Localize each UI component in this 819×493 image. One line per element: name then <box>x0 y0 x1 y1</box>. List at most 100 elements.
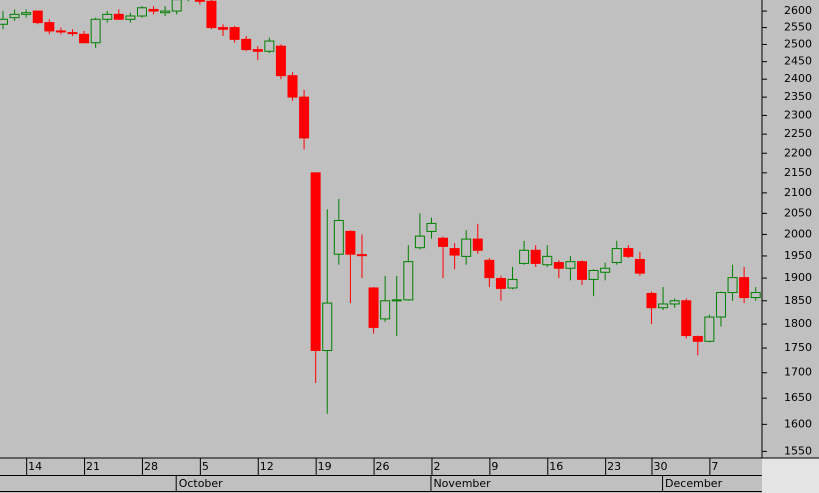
y-tick-label: 2200 <box>784 146 812 159</box>
y-tick-label: 1750 <box>784 341 812 354</box>
y-tick-label: 2400 <box>784 72 812 85</box>
candle-body <box>634 258 645 274</box>
candle-body <box>600 267 611 273</box>
x-tick-label: 28 <box>144 460 158 473</box>
x-tick-label: 30 <box>653 460 667 473</box>
candle-body <box>577 261 587 280</box>
month-label: October <box>179 477 223 490</box>
candle-body <box>380 300 391 320</box>
candle-body <box>414 235 425 249</box>
corner-box <box>762 458 819 493</box>
candle-body <box>426 222 437 232</box>
y-tick-label: 2600 <box>784 4 812 17</box>
candle-body <box>553 262 564 269</box>
candle-body <box>32 10 43 24</box>
candle-body <box>646 292 657 309</box>
candle-body <box>727 277 738 294</box>
x-tick-label: 9 <box>491 460 498 473</box>
candle-body <box>229 27 240 40</box>
x-tick-label: 12 <box>260 460 274 473</box>
y-tick-label: 2450 <box>784 55 812 68</box>
y-tick-label: 1650 <box>784 391 812 404</box>
candle-body <box>102 13 113 20</box>
candle-body <box>681 300 692 337</box>
candle-body <box>125 15 136 20</box>
candle-body <box>345 230 356 255</box>
candle-body <box>0 18 8 25</box>
candle-body <box>44 22 55 32</box>
month-label: November <box>433 477 491 490</box>
candle-body <box>669 300 680 305</box>
y-tick-label: 1600 <box>784 417 812 430</box>
y-tick-label: 2250 <box>784 127 812 140</box>
candle-body <box>611 248 622 264</box>
x-tick-label: 26 <box>376 460 390 473</box>
x-tick-label: 5 <box>202 460 209 473</box>
y-tick-label: 1950 <box>784 249 812 262</box>
candle-body <box>565 261 576 269</box>
plot-area <box>0 0 761 414</box>
x-tick-label: 21 <box>86 460 100 473</box>
y-tick-label: 1800 <box>784 317 812 330</box>
candle-body <box>403 261 414 301</box>
candle-body <box>356 254 367 257</box>
x-tick-label: 2 <box>433 460 440 473</box>
candle-body <box>507 278 518 289</box>
candle-body <box>206 0 217 29</box>
candle-body <box>739 277 750 299</box>
candle-body <box>275 45 286 77</box>
candle-body <box>287 75 298 98</box>
y-tick-label: 1900 <box>784 271 812 284</box>
candle-body <box>449 248 460 256</box>
candle-body <box>9 13 20 19</box>
candle-body <box>90 18 101 44</box>
y-tick-label: 2100 <box>784 186 812 199</box>
x-tick-label: 23 <box>607 460 621 473</box>
y-tick-label: 2050 <box>784 206 812 219</box>
candle-body <box>241 38 252 51</box>
candle-body <box>67 32 78 35</box>
candle-body <box>160 10 171 14</box>
candle-body <box>218 27 229 30</box>
candle-body <box>136 7 147 17</box>
candle-body <box>461 238 472 257</box>
x-tick-label: 19 <box>318 460 332 473</box>
candle-body <box>252 49 263 52</box>
candle-body <box>171 0 182 12</box>
candle-body <box>588 269 599 280</box>
candle-body <box>750 292 761 299</box>
candle-body <box>322 302 333 352</box>
candle-body <box>113 13 124 20</box>
x-tick-label: 16 <box>549 460 563 473</box>
candle-body <box>484 259 495 279</box>
candle-body <box>542 255 553 266</box>
x-tick-label: 7 <box>711 460 718 473</box>
candle-body <box>438 237 449 247</box>
candle-body <box>333 219 344 255</box>
candle-body <box>299 96 310 139</box>
y-tick-label: 1700 <box>784 366 812 379</box>
y-tick-label: 2300 <box>784 108 812 121</box>
candle-body <box>692 335 703 342</box>
candle-body <box>495 278 506 289</box>
candle-body <box>148 8 159 12</box>
y-tick-label: 2500 <box>784 37 812 50</box>
candle-body <box>715 292 726 318</box>
candle-body <box>310 172 321 352</box>
candle-body <box>391 299 402 302</box>
candle-body <box>472 238 483 251</box>
candle-body <box>21 12 32 15</box>
candle-body <box>194 0 205 2</box>
candle-body <box>704 316 715 342</box>
x-tick-label: 14 <box>28 460 42 473</box>
candle-body <box>623 248 634 257</box>
y-tick-label: 2150 <box>784 166 812 179</box>
y-tick-label: 2550 <box>784 21 812 34</box>
candle-body <box>264 40 275 52</box>
month-label: December <box>665 477 723 490</box>
candle-body <box>530 249 541 264</box>
candle-body <box>55 30 66 33</box>
y-tick-label: 1850 <box>784 294 812 307</box>
